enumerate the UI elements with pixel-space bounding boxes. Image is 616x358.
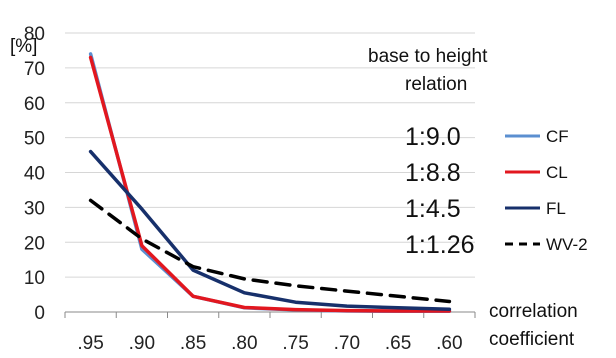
y-axis-label: [%] [10, 36, 37, 57]
series-line-fl [88, 149, 452, 311]
y-tick-label: 60 [24, 94, 45, 115]
y-tick-label: 0 [34, 303, 45, 324]
y-tick-label: 20 [24, 233, 45, 254]
x-tick-label: .85 [180, 333, 206, 354]
series-lines [88, 52, 452, 314]
y-tick-label: 70 [24, 59, 45, 80]
grid-lines [65, 32, 475, 278]
legend-ratio: 1:1.26 [405, 231, 475, 259]
x-axis-label-line-1: correlation [489, 301, 578, 322]
x-tick-label: .80 [231, 333, 257, 354]
x-tick-label: .65 [385, 333, 411, 354]
y-tick-label: 30 [24, 198, 45, 219]
legend-ratio: 1:4.5 [405, 195, 461, 223]
x-tick-label: .75 [282, 333, 308, 354]
x-tick-label: .95 [77, 333, 103, 354]
annotation-line-1: base to height [368, 46, 488, 67]
series-line-cl [88, 55, 452, 313]
legend-ratio: 1:8.8 [405, 159, 461, 187]
y-tick-label: 80 [24, 24, 45, 45]
x-tick-label: .90 [129, 333, 155, 354]
x-tick-label: .70 [334, 333, 360, 354]
y-tick-label: 50 [24, 129, 45, 150]
labels: 0 10 20 30 40 50 60 70 80 .95 .90 .85 .80 .75 .70 .65 .6… [10, 24, 588, 354]
legend-label: CL [546, 163, 568, 182]
legend-ratio: 1:9.0 [405, 123, 461, 151]
annotation-line-2: relation [405, 74, 467, 95]
legend-label: WV-2 [546, 235, 588, 254]
x-tick-label: .60 [436, 333, 462, 354]
y-tick-label: 40 [24, 164, 45, 185]
x-axis-label-line-2: coefficient [489, 329, 575, 350]
legend-label: CF [546, 127, 569, 146]
series-line-cf [88, 52, 452, 314]
series-line-wv-2 [88, 198, 452, 304]
y-tick-label: 10 [24, 268, 45, 289]
legend-label: FL [546, 199, 566, 218]
